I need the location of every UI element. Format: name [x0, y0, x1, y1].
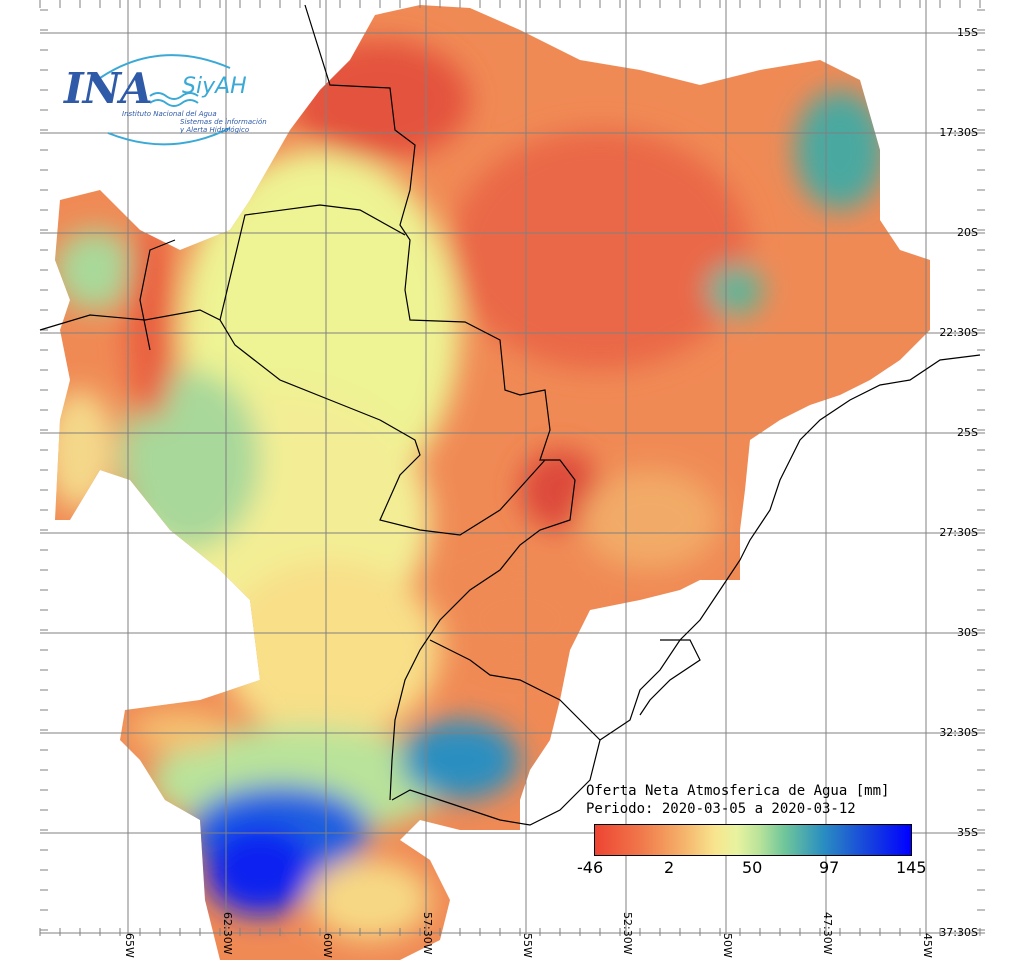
longitude-label: 47:30W	[821, 912, 834, 955]
legend-colorbar	[594, 824, 912, 856]
latitude-label: 17:30S	[939, 126, 978, 139]
logo-subtitle-2: Sistemas de información y Alerta Hidroló…	[180, 118, 267, 134]
legend-title-line1: Oferta Neta Atmosferica de Agua [mm]	[586, 783, 890, 799]
legend-tick-label: 145	[896, 858, 927, 877]
latitude-label: 30S	[957, 626, 978, 639]
longitude-label: 65W	[123, 933, 136, 958]
legend-title-line2: Periodo: 2020-03-05 a 2020-03-12	[586, 801, 856, 817]
logo-subtitle-1: Instituto Nacional del Agua	[122, 110, 217, 118]
grid-lines	[39, 0, 985, 936]
longitude-label: 57:30W	[421, 912, 434, 955]
logo-swoosh-icon	[99, 54, 231, 146]
latitude-label: 22:30S	[939, 326, 978, 339]
latitude-label: 32:30S	[939, 726, 978, 739]
longitude-label: 55W	[521, 933, 534, 958]
longitude-label: 45W	[921, 933, 934, 958]
logo-brand: INA	[64, 64, 153, 113]
longitude-label: 52:30W	[621, 912, 634, 955]
latitude-label: 35S	[957, 826, 978, 839]
logo-subtitle-2a: Sistemas de información	[180, 118, 267, 126]
political-borders	[39, 4, 981, 826]
legend-tick-label: -46	[577, 858, 604, 877]
latitude-label: 15S	[957, 26, 978, 39]
longitude-label: 50W	[721, 933, 734, 958]
legend-tick-label: 50	[742, 858, 763, 877]
latitude-label: 27:30S	[939, 526, 978, 539]
latitude-label: 37:30S	[939, 926, 978, 939]
latitude-label: 25S	[957, 426, 978, 439]
ina-siyah-logo: INA SiyAH Instituto Nacional del Agua Si…	[60, 48, 290, 148]
longitude-label: 62:30W	[221, 912, 234, 955]
logo-subtitle-2b: y Alerta Hidrológico	[180, 126, 250, 134]
longitude-label: 60W	[321, 933, 334, 958]
legend-tick-label: 2	[664, 858, 675, 877]
logo-product: SiyAH	[182, 74, 247, 99]
legend-tick-label: 97	[819, 858, 840, 877]
legend-title: Oferta Neta Atmosferica de Agua [mm] Peri…	[586, 782, 889, 818]
latitude-label: 20S	[957, 226, 978, 239]
